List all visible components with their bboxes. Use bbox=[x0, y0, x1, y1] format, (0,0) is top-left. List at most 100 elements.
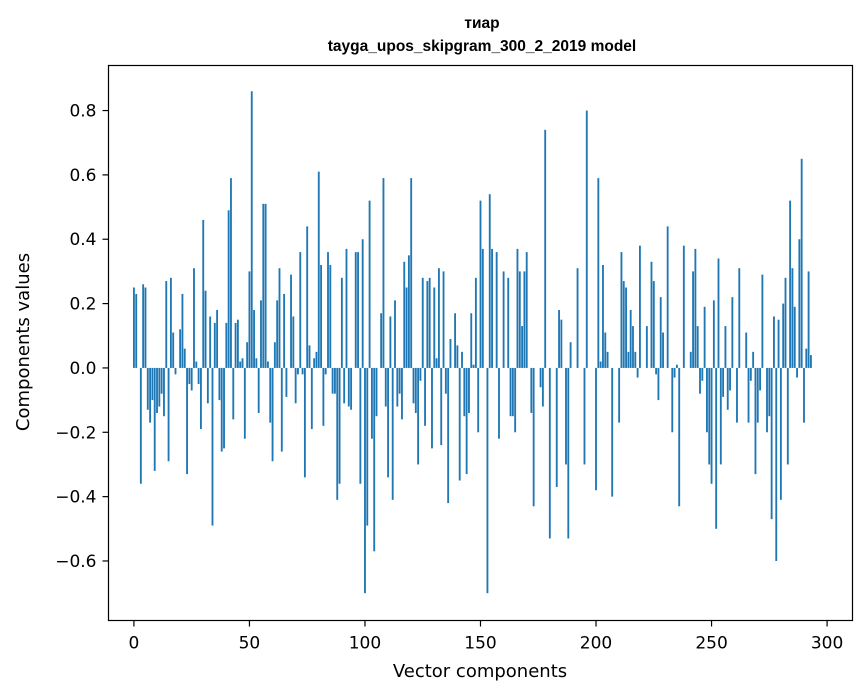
bar-150 bbox=[479, 200, 482, 368]
y-tick-label: 0.2 bbox=[69, 295, 96, 315]
bar-289 bbox=[800, 158, 803, 368]
bar-13 bbox=[163, 367, 165, 417]
bar-97 bbox=[357, 252, 359, 368]
bar-244 bbox=[696, 326, 699, 368]
bar-267 bbox=[749, 367, 752, 381]
bar-30 bbox=[202, 219, 205, 368]
bar-8 bbox=[151, 367, 154, 401]
bar-286 bbox=[793, 306, 796, 368]
bar-83 bbox=[324, 367, 327, 375]
chart-title: тиар bbox=[464, 15, 499, 32]
bar-255 bbox=[722, 367, 725, 397]
bar-77 bbox=[310, 367, 313, 430]
bar-212 bbox=[622, 281, 625, 368]
bar-102 bbox=[368, 200, 371, 368]
bar-24 bbox=[188, 367, 191, 385]
bar-26 bbox=[193, 268, 195, 368]
bar-110 bbox=[387, 367, 389, 478]
bar-32 bbox=[206, 367, 209, 404]
bar-46 bbox=[239, 361, 242, 368]
bar-270 bbox=[756, 367, 759, 423]
bar-5 bbox=[144, 287, 147, 368]
bar-132 bbox=[437, 268, 440, 368]
bar-98 bbox=[359, 367, 362, 484]
bar-250 bbox=[710, 367, 713, 484]
bar-176 bbox=[539, 367, 542, 388]
bar-79 bbox=[315, 351, 318, 368]
bar-280 bbox=[779, 367, 782, 500]
bar-233 bbox=[671, 367, 674, 433]
bar-54 bbox=[257, 367, 260, 413]
bar-36 bbox=[216, 310, 219, 368]
bar-222 bbox=[645, 326, 648, 368]
y-tick-label: 0.4 bbox=[69, 230, 96, 250]
bar-25 bbox=[190, 367, 193, 391]
bar-80 bbox=[317, 171, 320, 368]
bar-101 bbox=[366, 367, 369, 526]
bar-200 bbox=[595, 367, 597, 491]
bar-29 bbox=[200, 367, 202, 430]
bar-114 bbox=[396, 367, 399, 407]
bar-275 bbox=[768, 367, 771, 417]
bar-259 bbox=[731, 297, 734, 368]
bar-75 bbox=[306, 226, 309, 368]
bar-76 bbox=[308, 345, 311, 368]
bar-139 bbox=[454, 313, 457, 368]
bar-271 bbox=[759, 367, 761, 391]
bar-86 bbox=[331, 367, 334, 394]
bar-34 bbox=[211, 367, 214, 526]
y-tick-label: 0.0 bbox=[69, 359, 96, 379]
bar-48 bbox=[243, 367, 246, 439]
bar-251 bbox=[712, 300, 715, 368]
bar-258 bbox=[729, 367, 731, 391]
bar-158 bbox=[498, 367, 500, 439]
bar-17 bbox=[172, 332, 175, 368]
bar-66 bbox=[285, 367, 288, 397]
bar-183 bbox=[555, 367, 558, 487]
bar-136 bbox=[447, 367, 450, 504]
bar-90 bbox=[340, 277, 343, 368]
bar-120 bbox=[410, 178, 413, 368]
bar-178 bbox=[544, 129, 547, 368]
bar-89 bbox=[338, 367, 341, 484]
bar-100 bbox=[364, 367, 366, 594]
bar-163 bbox=[509, 367, 512, 417]
bar-1 bbox=[135, 293, 138, 368]
plot-area-frame bbox=[107, 64, 854, 622]
bar-91 bbox=[343, 367, 346, 404]
bar-68 bbox=[290, 274, 292, 368]
bar-151 bbox=[481, 248, 484, 368]
bar-70 bbox=[294, 367, 297, 404]
bar-135 bbox=[444, 367, 447, 394]
bar-291 bbox=[805, 348, 808, 368]
bar-94 bbox=[350, 367, 353, 410]
bar-121 bbox=[412, 367, 415, 404]
bar-116 bbox=[401, 367, 403, 420]
bar-74 bbox=[303, 367, 306, 478]
x-tick-label: 250 bbox=[695, 634, 727, 654]
y-axis-label: Components values bbox=[13, 253, 34, 431]
bar-62 bbox=[276, 300, 279, 368]
bar-201 bbox=[597, 178, 600, 368]
y-tick-label: −0.6 bbox=[55, 552, 96, 572]
bar-144 bbox=[465, 367, 468, 475]
bar-247 bbox=[703, 306, 706, 368]
bar-137 bbox=[449, 338, 452, 368]
x-axis-label: Vector components bbox=[393, 661, 567, 682]
x-tick-label: 300 bbox=[811, 634, 843, 654]
bar-253 bbox=[717, 258, 720, 368]
x-tick-label: 0 bbox=[129, 634, 140, 654]
bar-248 bbox=[706, 367, 708, 433]
bar-272 bbox=[761, 274, 764, 368]
bar-18 bbox=[174, 367, 177, 375]
bar-series bbox=[132, 91, 812, 594]
bar-60 bbox=[271, 367, 274, 462]
bar-269 bbox=[754, 367, 757, 475]
bar-104 bbox=[373, 367, 376, 552]
bar-256 bbox=[724, 326, 727, 368]
bar-278 bbox=[775, 367, 778, 561]
bar-15 bbox=[167, 367, 170, 462]
bar-103 bbox=[370, 367, 373, 439]
bar-125 bbox=[421, 277, 424, 368]
bar-243 bbox=[694, 248, 697, 368]
